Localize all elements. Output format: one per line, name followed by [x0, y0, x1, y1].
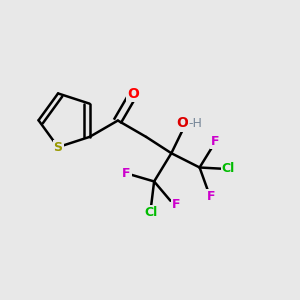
- Text: O: O: [127, 87, 139, 101]
- Text: -H: -H: [188, 117, 202, 130]
- Text: Cl: Cl: [222, 162, 235, 175]
- Text: F: F: [122, 167, 131, 180]
- Text: F: F: [211, 135, 219, 148]
- Text: F: F: [172, 198, 180, 211]
- Text: S: S: [54, 141, 63, 154]
- Text: Cl: Cl: [145, 206, 158, 219]
- Text: O: O: [176, 116, 188, 130]
- Text: F: F: [207, 190, 215, 203]
